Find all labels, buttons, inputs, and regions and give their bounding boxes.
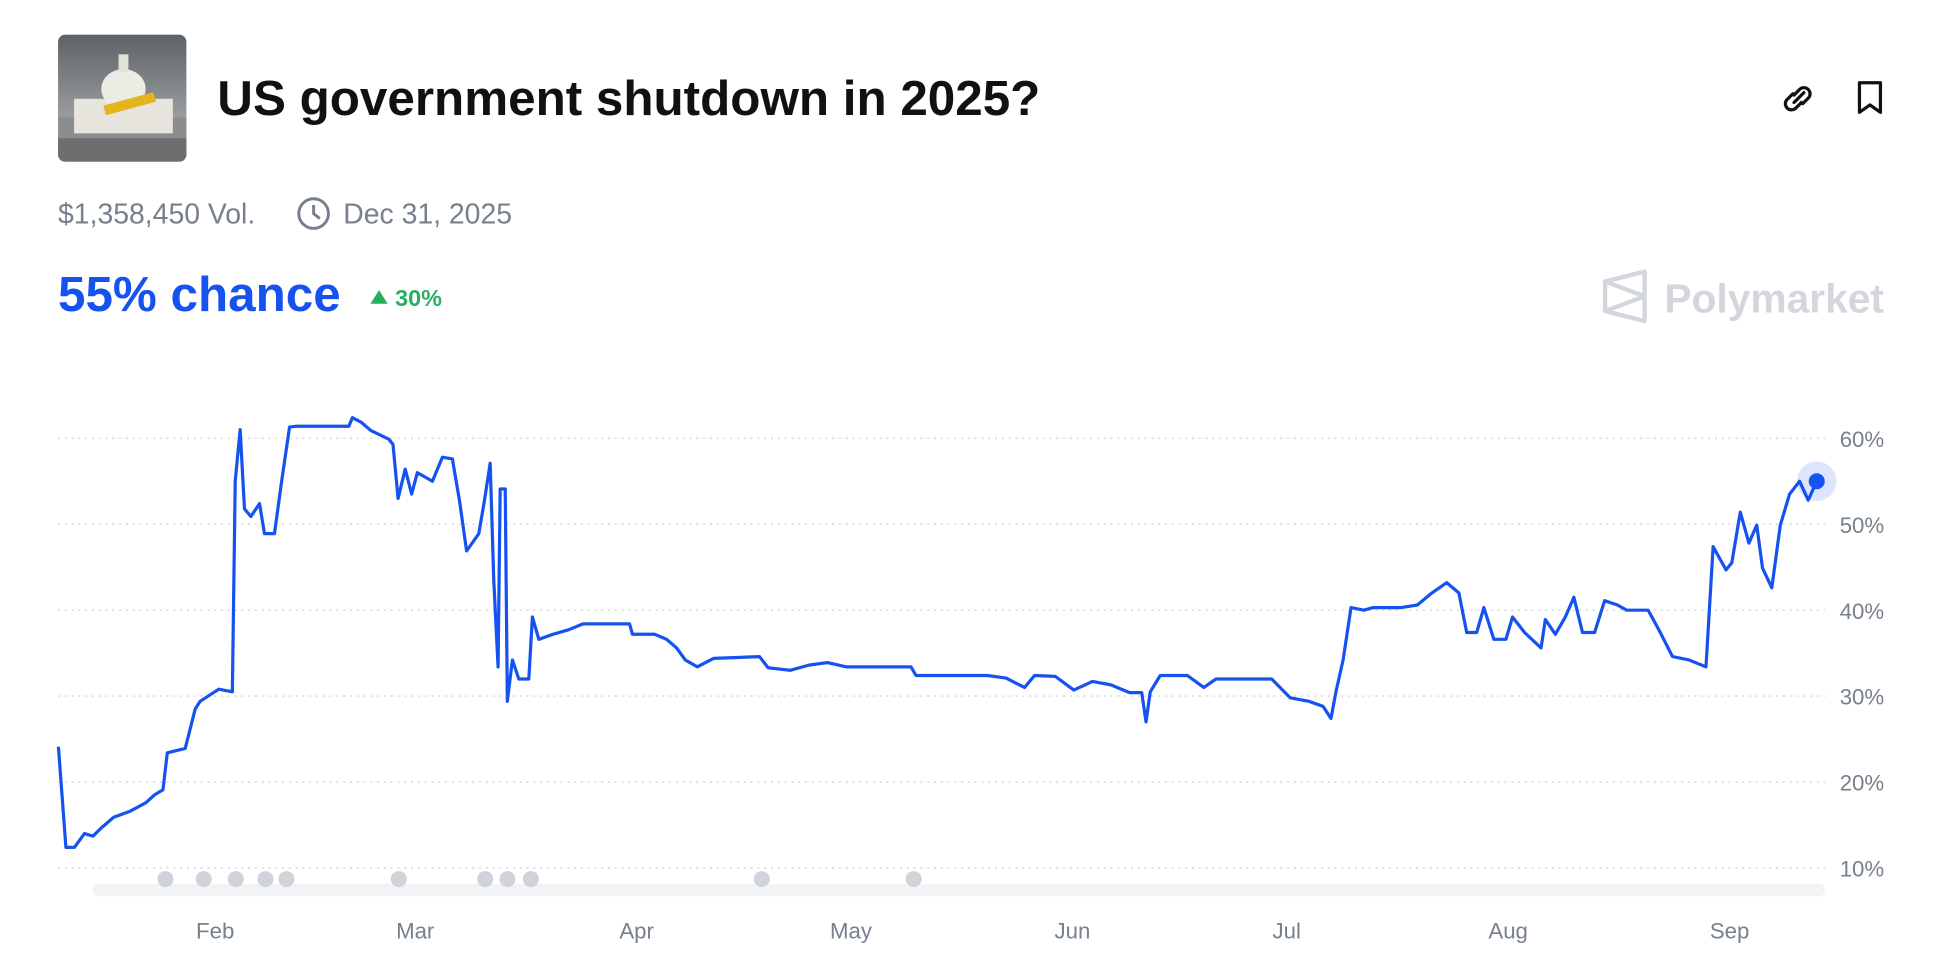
y-tick-label: 20% — [1840, 771, 1884, 796]
brand: Polymarket — [1664, 275, 1884, 321]
change-arrow — [370, 290, 388, 304]
x-tick-label: Sep — [1710, 918, 1750, 943]
market-title: US government shutdown in 2025? — [217, 71, 1040, 126]
x-tick-label: Jun — [1054, 918, 1090, 943]
x-tick-label: May — [830, 918, 873, 943]
x-tick-label: Mar — [396, 918, 435, 943]
y-tick-label: 30% — [1840, 685, 1884, 710]
clock-icon — [297, 197, 330, 230]
y-tick-label: 50% — [1840, 513, 1884, 538]
y-tick-label: 40% — [1840, 599, 1884, 624]
link-button[interactable] — [1783, 86, 1812, 112]
market-image — [58, 34, 187, 162]
last-point — [1808, 473, 1825, 490]
bookmark-button[interactable] — [1857, 81, 1883, 114]
x-tick-label: Apr — [619, 918, 654, 943]
change: 30% — [395, 285, 442, 311]
y-tick-label: 60% — [1840, 427, 1884, 452]
chance: 55% chance — [58, 267, 341, 322]
end-date: Dec 31, 2025 — [343, 198, 512, 230]
series-line — [56, 416, 1819, 849]
x-tick-label: Jul — [1273, 918, 1301, 943]
event-dots — [157, 871, 922, 888]
volume: $1,358,450 Vol. — [58, 198, 255, 230]
x-tick-label: Aug — [1488, 918, 1528, 943]
x-tick-label: Feb — [196, 918, 234, 943]
brand-logo — [1602, 269, 1647, 324]
y-tick-label: 10% — [1840, 857, 1884, 882]
scrubber[interactable] — [92, 884, 1825, 897]
